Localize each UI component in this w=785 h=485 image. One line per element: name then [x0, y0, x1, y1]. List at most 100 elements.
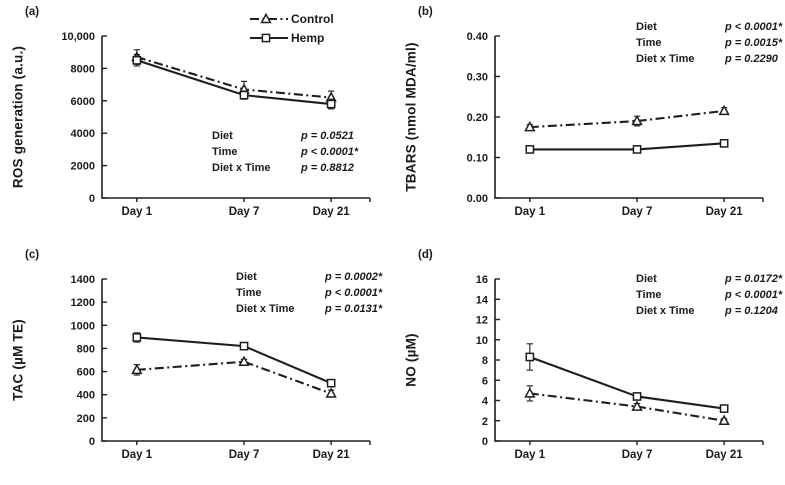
legend-marker [260, 13, 272, 24]
y-tick-label: 2000 [71, 161, 95, 173]
hemp-marker [132, 55, 142, 65]
control-marker [238, 355, 250, 366]
hemp-marker [525, 352, 535, 362]
stat-pvalue-time: p < 0.0001* [325, 287, 383, 299]
y-tick-label: 16 [476, 274, 488, 286]
y-tick-label: 8 [482, 355, 488, 367]
control-marker [524, 387, 536, 398]
stat-pvalue-diet-x-time: p = 0.1204 [725, 305, 778, 317]
control-marker [131, 363, 143, 375]
panel-c-tac: (c) TAC (µM TE) 0 200 400 600 800 1000 1200 140… [0, 243, 392, 485]
y-tick-label: 0.40 [467, 31, 488, 43]
panel-label-d: (d) [418, 249, 433, 261]
y-tick-label: 10,000 [61, 31, 95, 43]
stats-block-d: Diet p = 0.0172* Time p < 0.0001* Diet x… [636, 272, 782, 319]
control-marker [631, 114, 643, 126]
stat-pvalue-time: p = 0.0015* [725, 37, 783, 49]
hemp-series-line [529, 142, 725, 151]
chart-canvas-d: 0 2 4 6 8 10 12 14 16 Day 1 Day 7 Day 21 [476, 274, 764, 461]
x-tick-label: Day 1 [514, 449, 545, 461]
stat-label-time: Time [636, 37, 662, 49]
panel-label-a: (a) [25, 6, 40, 18]
legend-row-control: Control [250, 12, 334, 26]
y-tick-label: 1400 [71, 274, 95, 286]
y-tick-label: 2 [482, 416, 488, 428]
x-tick-label: Day 1 [121, 449, 152, 461]
x-tick-label: Day 7 [622, 449, 653, 461]
stat-label-diet-x-time: Diet x Time [636, 53, 695, 65]
control-marker [631, 400, 643, 411]
stat-pvalue-diet: p < 0.0001* [725, 21, 783, 33]
y-tick-label: 0.00 [467, 193, 488, 205]
x-tick-label: Day 1 [121, 206, 152, 218]
stat-pvalue-diet: p = 0.0521 [301, 130, 354, 142]
x-tick-label: Day 7 [622, 206, 653, 218]
control-series-line [529, 109, 725, 129]
stat-label-diet-x-time: Diet x Time [636, 305, 695, 317]
y-tick-label: 4000 [71, 128, 95, 140]
x-tick-label: Day 21 [706, 206, 744, 218]
y-tick-label: 0.10 [467, 153, 488, 165]
y-tick-label: 12 [476, 315, 488, 327]
stats-block-c: Diet p = 0.0002* Time p < 0.0001* Diet x… [236, 270, 382, 317]
stat-label-diet-x-time: Diet x Time [212, 162, 271, 174]
control-dashdot-triangle-glyph [250, 13, 288, 24]
hemp-marker [632, 392, 642, 401]
stat-pvalue-diet: p = 0.0002* [325, 271, 383, 283]
control-series-line [529, 392, 725, 422]
control-marker [718, 414, 730, 425]
y-tick-label: 8000 [71, 63, 95, 75]
y-tick-label: 14 [476, 294, 489, 306]
legend: Control Hemp [250, 12, 334, 45]
hemp-marker [326, 378, 336, 388]
x-tick-label: Day 7 [229, 206, 260, 218]
panel-b-tbars: (b) TBARS (nmol MDA/ml) 0.00 0.10 0.20 0.30… [393, 0, 785, 242]
control-marker [718, 104, 730, 116]
y-tick-label: 6000 [71, 96, 95, 108]
x-tick-label: Day 21 [706, 449, 744, 461]
panel-label-c: (c) [25, 249, 40, 261]
y-tick-label: 200 [77, 413, 95, 425]
y-tick-label: 0.30 [467, 72, 488, 84]
control-series-line [136, 360, 332, 395]
stat-pvalue-diet-x-time: p = 0.0131* [325, 303, 383, 315]
y-tick-label: 0 [482, 436, 488, 448]
y-tick-label: 400 [77, 390, 95, 402]
chart-canvas-b: 0.00 0.10 0.20 0.30 0.40 Day 1 Day 7 Day 21 [467, 31, 764, 218]
stat-pvalue-diet: p = 0.0172* [725, 273, 783, 285]
stat-pvalue-diet-x-time: p = 0.2290 [725, 53, 778, 65]
y-tick-label: 0.20 [467, 112, 488, 124]
hemp-series-line [529, 355, 725, 410]
hemp-marker [239, 90, 249, 100]
legend-row-hemp: Hemp [250, 31, 334, 45]
control-marker [524, 120, 536, 132]
hemp-series-line [136, 336, 332, 385]
legend-label-control: Control [291, 12, 334, 26]
hemp-marker [525, 145, 535, 154]
stats-block-a: Diet p = 0.0521 Time p < 0.0001* Diet x … [212, 129, 358, 176]
hemp-marker [239, 341, 249, 351]
hemp-solid-square-glyph [250, 33, 288, 43]
x-tick-label: Day 1 [514, 206, 545, 218]
stats-block-b: Diet p < 0.0001* Time p = 0.0015* Diet x… [636, 20, 782, 67]
stat-pvalue-time: p < 0.0001* [301, 146, 359, 158]
panel-label-b: (b) [418, 6, 433, 18]
y-tick-label: 10 [476, 335, 488, 347]
hemp-marker [132, 333, 142, 342]
stat-pvalue-diet-x-time: p = 0.8812 [301, 162, 354, 174]
chart-canvas-a: 0 2000 4000 6000 8000 10,000 Day 1 Day 7 Day 21 [61, 31, 371, 218]
control-marker [325, 387, 337, 398]
y-tick-label: 0 [89, 193, 95, 205]
stat-label-diet-x-time: Diet x Time [236, 303, 295, 315]
stat-label-diet: Diet [236, 271, 257, 283]
y-tick-label: 1000 [71, 320, 95, 332]
x-tick-label: Day 7 [229, 449, 260, 461]
stat-label-diet: Diet [212, 130, 233, 142]
legend-label-hemp: Hemp [291, 31, 325, 45]
stat-label-time: Time [212, 146, 238, 158]
legend-marker [261, 33, 271, 43]
y-tick-label: 1200 [71, 297, 95, 309]
stat-label-time: Time [236, 287, 262, 299]
y-tick-label: 4 [482, 396, 489, 408]
